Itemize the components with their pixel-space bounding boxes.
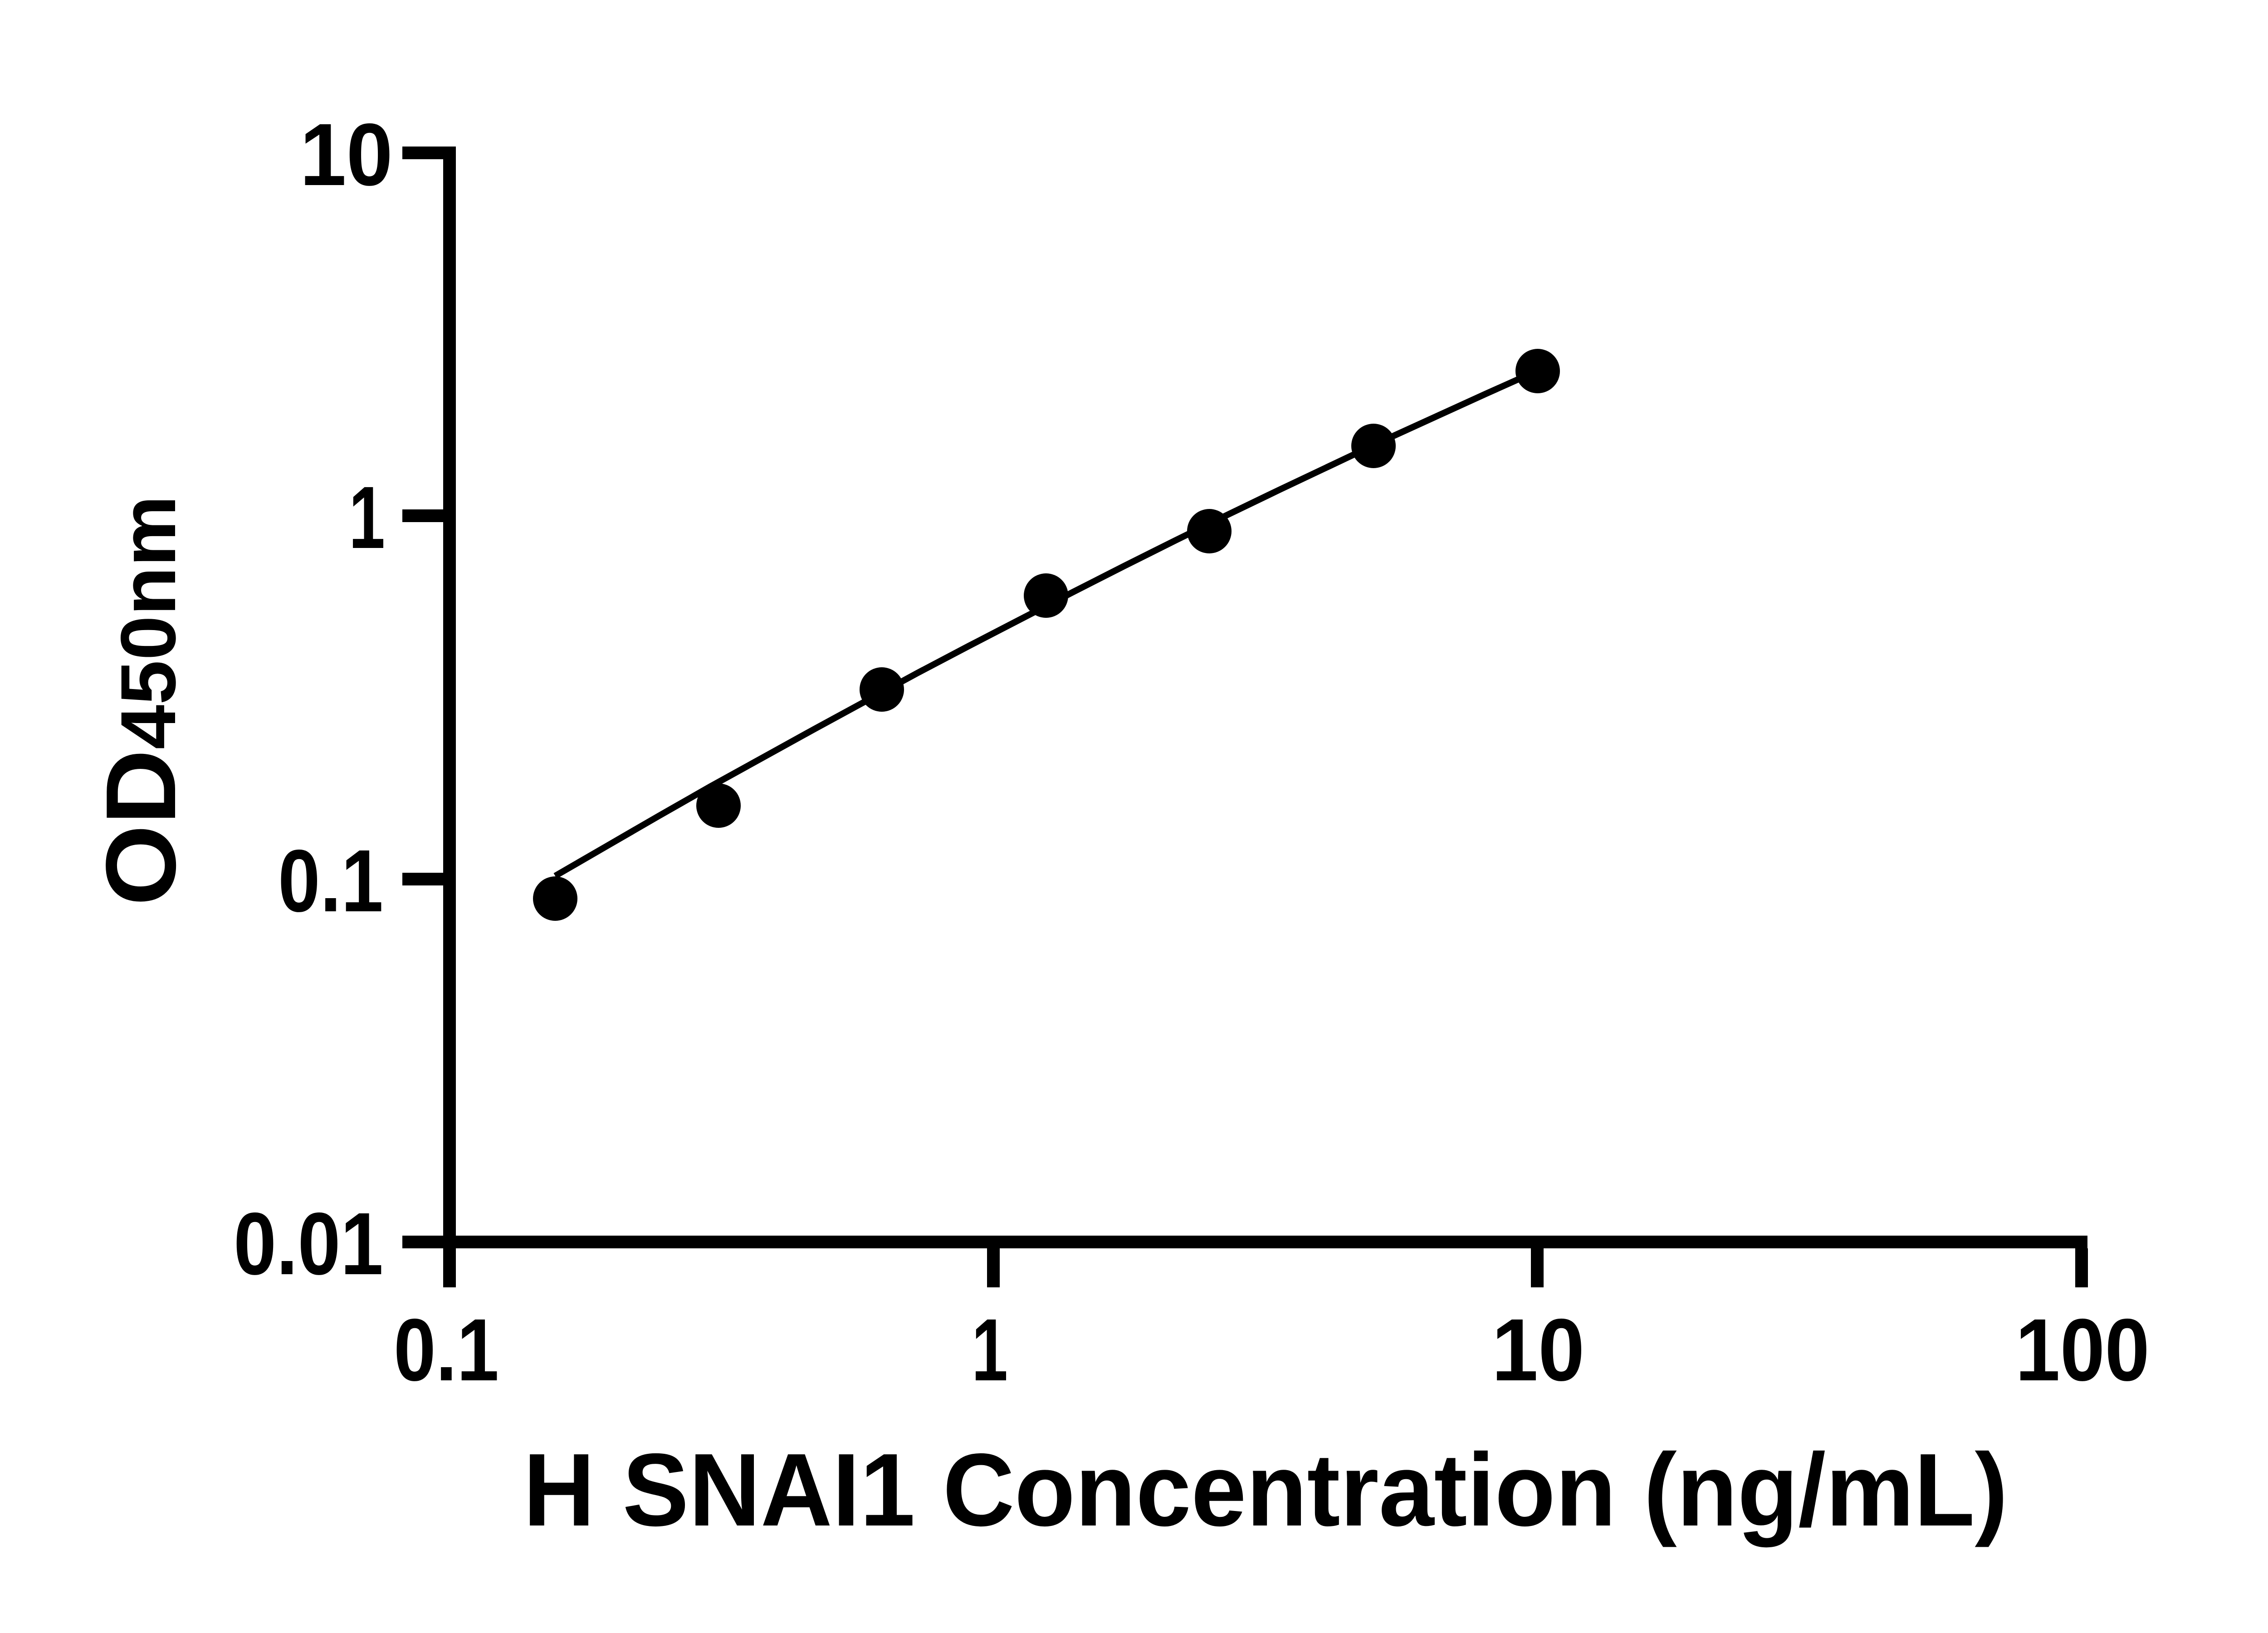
svg-text:10: 10 — [1492, 1301, 1585, 1399]
svg-text:OD: OD — [86, 749, 196, 906]
svg-text:0.1: 0.1 — [278, 831, 383, 930]
svg-text:0.01: 0.01 — [234, 1194, 383, 1293]
svg-text:100: 100 — [2015, 1301, 2150, 1399]
svg-text:0.1: 0.1 — [394, 1301, 499, 1399]
svg-text:10: 10 — [300, 105, 393, 204]
svg-text:1: 1 — [349, 468, 385, 567]
svg-text:H SNAI1 Concentration (ng/mL): H SNAI1 Concentration (ng/mL) — [523, 1433, 2008, 1548]
svg-text:1: 1 — [972, 1301, 1008, 1399]
svg-text:450nm: 450nm — [105, 495, 192, 749]
